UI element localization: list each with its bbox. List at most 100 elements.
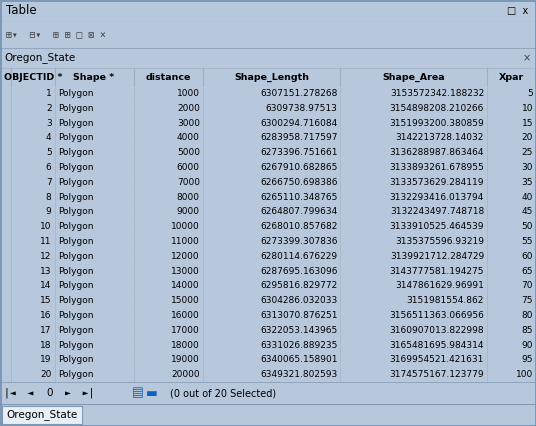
Text: 15000: 15000 <box>171 296 200 305</box>
Text: 6340065.158901: 6340065.158901 <box>260 355 338 364</box>
Text: 2: 2 <box>46 104 51 113</box>
Text: Polygon: Polygon <box>58 252 94 261</box>
Text: (0 out of 20 Selected): (0 out of 20 Selected) <box>170 388 276 398</box>
Text: 1: 1 <box>46 89 51 98</box>
Text: Shape_Length: Shape_Length <box>234 72 309 81</box>
Text: 13: 13 <box>40 267 51 276</box>
Text: Oregon_State: Oregon_State <box>4 52 75 63</box>
Text: 6273399.307836: 6273399.307836 <box>260 237 338 246</box>
Text: Polygon: Polygon <box>58 207 94 216</box>
Text: 3165481695.984314: 3165481695.984314 <box>390 340 484 349</box>
Text: □  x: □ x <box>507 6 528 16</box>
Text: 5000: 5000 <box>177 148 200 157</box>
Text: 7000: 7000 <box>177 178 200 187</box>
Text: 9: 9 <box>46 207 51 216</box>
Text: 3: 3 <box>46 118 51 127</box>
Text: Polygon: Polygon <box>58 222 94 231</box>
Text: 55: 55 <box>522 237 533 246</box>
Text: 100: 100 <box>516 370 533 379</box>
Text: 20: 20 <box>522 133 533 142</box>
Text: distance: distance <box>145 72 191 81</box>
Text: 20000: 20000 <box>171 370 200 379</box>
Text: 25: 25 <box>522 148 533 157</box>
Text: 18000: 18000 <box>171 340 200 349</box>
Text: Polygon: Polygon <box>58 118 94 127</box>
Text: ▬: ▬ <box>146 386 158 400</box>
Text: 70: 70 <box>522 281 533 290</box>
Text: 16: 16 <box>40 311 51 320</box>
Text: 19: 19 <box>40 355 51 364</box>
Text: 2000: 2000 <box>177 104 200 113</box>
Text: Shape_Area: Shape_Area <box>383 72 445 81</box>
Text: 9000: 9000 <box>177 207 200 216</box>
Text: 3154898208.210266: 3154898208.210266 <box>390 104 484 113</box>
Text: 6264807.799634: 6264807.799634 <box>260 207 338 216</box>
Text: 45: 45 <box>522 207 533 216</box>
Text: 6267910.682865: 6267910.682865 <box>260 163 338 172</box>
Text: 4: 4 <box>46 133 51 142</box>
Text: 50: 50 <box>522 222 533 231</box>
Text: 12000: 12000 <box>171 252 200 261</box>
Text: 3142213728.14032: 3142213728.14032 <box>396 133 484 142</box>
Text: 5: 5 <box>46 148 51 157</box>
Text: Polygon: Polygon <box>58 370 94 379</box>
Text: 3174575167.123779: 3174575167.123779 <box>390 370 484 379</box>
Text: 10: 10 <box>522 104 533 113</box>
Text: Polygon: Polygon <box>58 267 94 276</box>
Text: 3143777581.194275: 3143777581.194275 <box>390 267 484 276</box>
Text: OBJECTID *: OBJECTID * <box>4 72 62 81</box>
Text: 6283958.717597: 6283958.717597 <box>260 133 338 142</box>
Text: 90: 90 <box>522 340 533 349</box>
Text: 40: 40 <box>522 193 533 201</box>
Text: 75: 75 <box>522 296 533 305</box>
Text: 14000: 14000 <box>171 281 200 290</box>
Text: ▤: ▤ <box>132 386 144 400</box>
Text: 3151981554.862: 3151981554.862 <box>407 296 484 305</box>
Text: Oregon_State: Oregon_State <box>6 409 78 420</box>
Text: 6280114.676229: 6280114.676229 <box>260 252 338 261</box>
Text: 6265110.348765: 6265110.348765 <box>260 193 338 201</box>
Text: 17: 17 <box>40 326 51 335</box>
Text: 6313070.876251: 6313070.876251 <box>260 311 338 320</box>
Text: |◄  ◄: |◄ ◄ <box>4 388 33 398</box>
Text: 12: 12 <box>40 252 51 261</box>
Text: 14: 14 <box>40 281 51 290</box>
Text: 3153572342.188232: 3153572342.188232 <box>390 89 484 98</box>
Text: Shape *: Shape * <box>73 72 115 81</box>
Text: 10: 10 <box>40 222 51 231</box>
Text: 3156511363.066956: 3156511363.066956 <box>389 311 484 320</box>
Text: 17000: 17000 <box>171 326 200 335</box>
Text: 3132293416.013794: 3132293416.013794 <box>390 193 484 201</box>
Text: ×: × <box>523 53 531 63</box>
Text: 20: 20 <box>40 370 51 379</box>
Text: 35: 35 <box>522 178 533 187</box>
Text: 3133893261.678955: 3133893261.678955 <box>389 163 484 172</box>
Text: 6295816.829772: 6295816.829772 <box>260 281 338 290</box>
Text: Polygon: Polygon <box>58 193 94 201</box>
Text: 3000: 3000 <box>177 118 200 127</box>
Text: 15: 15 <box>40 296 51 305</box>
Text: 85: 85 <box>522 326 533 335</box>
Text: 18: 18 <box>40 340 51 349</box>
Text: Polygon: Polygon <box>58 148 94 157</box>
Text: 1000: 1000 <box>177 89 200 98</box>
Text: Polygon: Polygon <box>58 133 94 142</box>
Text: 3151993200.380859: 3151993200.380859 <box>389 118 484 127</box>
Text: 3139921712.284729: 3139921712.284729 <box>390 252 484 261</box>
Text: 6287695.163096: 6287695.163096 <box>260 267 338 276</box>
Text: 6307151.278268: 6307151.278268 <box>260 89 338 98</box>
Text: Polygon: Polygon <box>58 237 94 246</box>
Text: 8000: 8000 <box>177 193 200 201</box>
Text: 3132243497.748718: 3132243497.748718 <box>390 207 484 216</box>
Text: 3160907013.822998: 3160907013.822998 <box>390 326 484 335</box>
Text: 16000: 16000 <box>171 311 200 320</box>
Text: ⊞▾  ⊟▾  ⊞ ⊞ □ ⊠ ×: ⊞▾ ⊟▾ ⊞ ⊞ □ ⊠ × <box>6 30 106 40</box>
Text: 30: 30 <box>522 163 533 172</box>
Text: 3147861629.96991: 3147861629.96991 <box>395 281 484 290</box>
Text: 6322053.143965: 6322053.143965 <box>260 326 338 335</box>
Text: 11000: 11000 <box>171 237 200 246</box>
Text: 5: 5 <box>527 89 533 98</box>
Text: 6304286.032033: 6304286.032033 <box>260 296 338 305</box>
Text: ►  ►|: ► ►| <box>65 388 94 398</box>
Text: 6000: 6000 <box>177 163 200 172</box>
